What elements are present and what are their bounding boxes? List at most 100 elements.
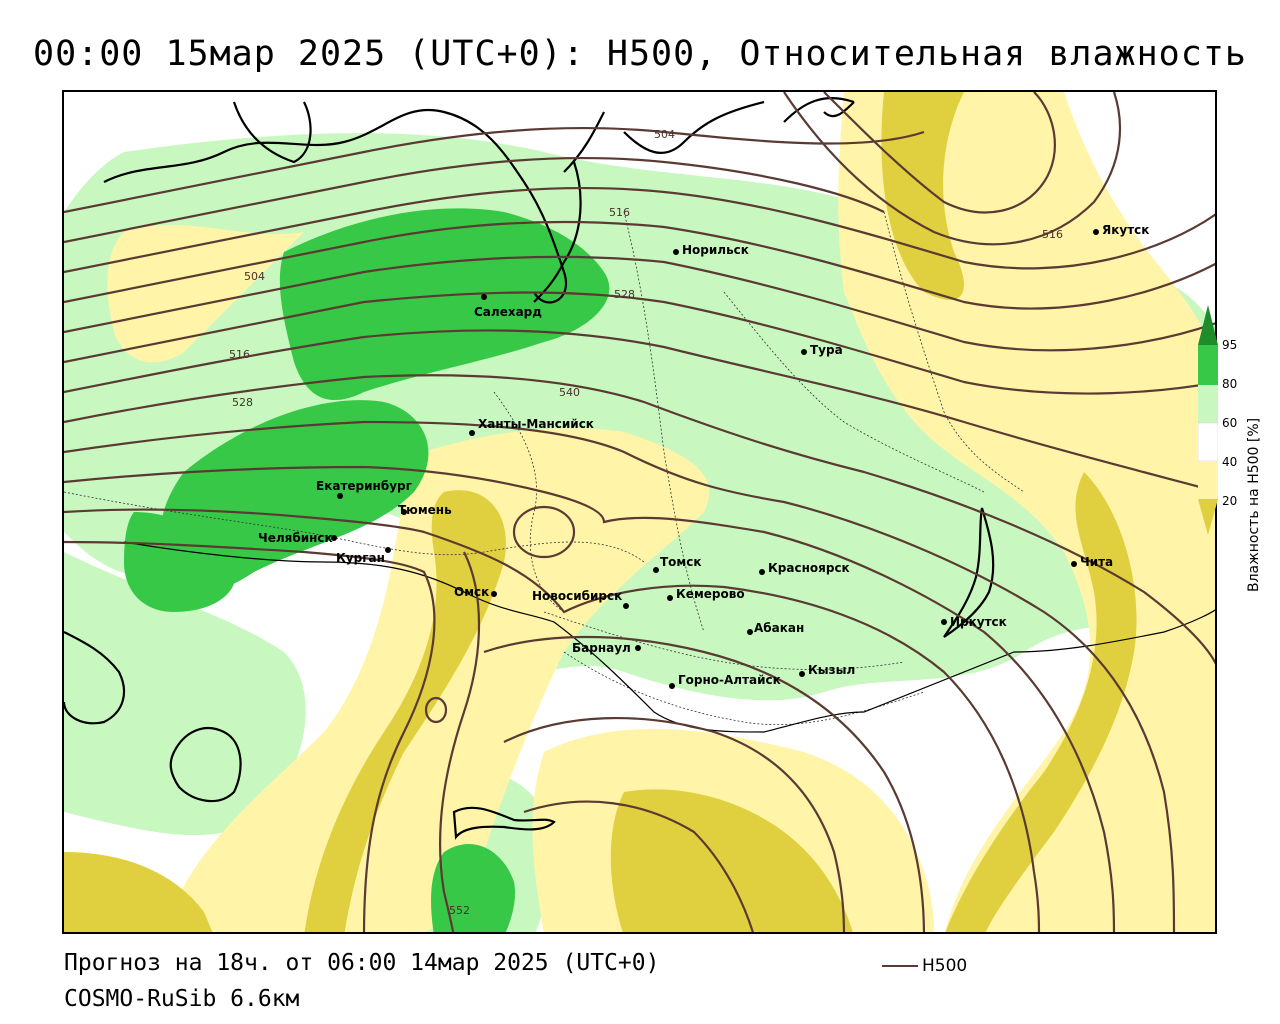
contour-label: 528 (232, 396, 253, 409)
svg-text:Курган: Курган (336, 551, 385, 565)
page-title: 00:00 15мар 2025 (UTC+0): H500, Относите… (33, 34, 1247, 74)
svg-text:Якутск: Якутск (1102, 223, 1149, 237)
contour-label-layer: 504 516 528 504 516 528 540 552 516 (229, 128, 1063, 917)
city-krasnoyarsk[interactable]: Красноярск (759, 561, 850, 575)
svg-text:Чита: Чита (1080, 555, 1113, 569)
city-kemerovo[interactable]: Кемерово (667, 587, 745, 601)
colorbar-band-60-40 (1198, 422, 1218, 462)
contour-label: 516 (609, 206, 630, 219)
svg-text:Иркутск: Иркутск (950, 615, 1007, 629)
city-abakan[interactable]: Абакан (747, 621, 804, 635)
colorbar-triangle-top (1198, 305, 1218, 345)
colorbar-band-95-80 (1198, 345, 1218, 385)
svg-text:Красноярск: Красноярск (768, 561, 850, 575)
h500-legend-label: H500 (922, 956, 968, 976)
h500-contour (64, 374, 1215, 665)
contour-label: 540 (559, 386, 580, 399)
svg-text:Тюмень: Тюмень (398, 503, 452, 517)
humidity-area-60-south (64, 552, 306, 836)
city-barnaul[interactable]: Барнаул (572, 641, 641, 655)
svg-text:Омск: Омск (454, 585, 489, 599)
admin-border (723, 291, 985, 493)
svg-text:Тура: Тура (810, 343, 843, 357)
humidity-area-80-west (160, 400, 429, 593)
city-khanty-mansiysk[interactable]: Ханты-Мансийск (469, 417, 594, 436)
admin-border (64, 491, 645, 563)
forecast-info: Прогноз на 18ч. от 06:00 14мар 2025 (UTC… (64, 950, 660, 976)
h500-contour (64, 465, 1116, 932)
colorbar-tick: 95 (1222, 338, 1238, 352)
admin-border (883, 211, 1025, 493)
svg-text:Томск: Томск (660, 555, 702, 569)
h500-legend-line (882, 965, 918, 967)
humidity-area-80-sw (124, 512, 236, 612)
humidity-area-80-south (431, 843, 516, 932)
city-chita[interactable]: Чита (1071, 555, 1113, 569)
city-salekhard[interactable]: Салехард (474, 294, 542, 319)
lake-balkhash (452, 806, 556, 840)
svg-text:Салехард: Салехард (474, 305, 542, 319)
forecast-map[interactable]: 504 516 528 504 516 528 540 552 516 Нори… (62, 90, 1217, 934)
humidity-area-0-chita (945, 472, 1137, 932)
contour-label: 516 (229, 348, 250, 361)
contour-label: 528 (614, 288, 635, 301)
city-tomsk[interactable]: Томск (653, 555, 702, 573)
city-gorno-altaysk[interactable]: Горно-Алтайск (669, 673, 781, 689)
h500-contour (64, 255, 1215, 352)
coastline-taymyr (783, 97, 855, 123)
city-norilsk[interactable]: Норильск (673, 243, 749, 257)
closed-contour-east-kz (424, 696, 448, 724)
coast-caspian (169, 727, 242, 803)
h500-contour (64, 420, 1176, 932)
svg-text:Екатеринбург: Екатеринбург (316, 479, 412, 493)
city-novosibirsk[interactable]: Новосибирск (532, 589, 629, 609)
h500-contour (483, 635, 926, 932)
city-irkutsk[interactable]: Иркутск (941, 615, 1007, 629)
svg-text:Абакан: Абакан (754, 621, 804, 635)
city-kurgan[interactable]: Курган (336, 547, 391, 565)
h500-contour (783, 92, 1122, 246)
city-tura[interactable]: Тура (801, 343, 843, 357)
colorbar-tick: 80 (1222, 377, 1238, 391)
humidity-area-0-sw (64, 852, 213, 932)
h500-contour (823, 92, 1056, 214)
h500-contour (64, 540, 436, 932)
h500-contour (64, 329, 1215, 493)
city-yakutsk[interactable]: Якутск (1093, 223, 1149, 237)
colorbar-band-80-60 (1198, 385, 1218, 423)
admin-border (623, 211, 705, 633)
city-layer: Норильск Якутск Салехард Тура Ханты-Манс… (258, 223, 1149, 689)
svg-text:Новосибирск: Новосибирск (532, 589, 622, 603)
svg-text:Норильск: Норильск (682, 243, 749, 257)
svg-text:Барнаул: Барнаул (572, 641, 631, 655)
colorbar-title: Влажность на H500 [%] (1246, 417, 1262, 592)
svg-text:Ханты-Мансийск: Ханты-Мансийск (478, 417, 594, 431)
city-omsk[interactable]: Омск (454, 585, 497, 599)
h500-contour (64, 220, 1215, 310)
svg-text:Кызыл: Кызыл (808, 663, 855, 677)
city-tyumen[interactable]: Тюмень (398, 503, 452, 517)
h500-legend: H500 (882, 956, 967, 976)
lake-baikal (943, 507, 995, 638)
h500-contour (64, 126, 925, 214)
city-chelyabinsk[interactable]: Челябинск (258, 531, 337, 545)
humidity-area-0-east (881, 92, 964, 300)
map-canvas: 504 516 528 504 516 528 540 552 516 Нори… (64, 92, 1215, 932)
h500-contour-layer (64, 92, 1215, 932)
city-yekaterinburg[interactable]: Екатеринбург (316, 479, 412, 499)
svg-text:Кемерово: Кемерово (676, 587, 745, 601)
svg-text:Челябинск: Челябинск (258, 531, 333, 545)
humidity-area-20-west (107, 224, 304, 363)
coastline-north (103, 100, 765, 304)
colorbar-tick: 20 (1222, 494, 1238, 508)
coast-aral (64, 631, 126, 725)
colorbar-tick: 60 (1222, 416, 1238, 430)
city-kyzyl[interactable]: Кызыл (799, 663, 855, 677)
colorbar-triangle-bottom (1198, 499, 1218, 535)
h500-contour (64, 186, 1215, 274)
contour-label: 504 (654, 128, 675, 141)
h500-contour (503, 716, 846, 932)
colorbar-tick: 40 (1222, 455, 1238, 469)
h500-contour (64, 156, 885, 244)
humidity-colorbar (1198, 305, 1218, 535)
